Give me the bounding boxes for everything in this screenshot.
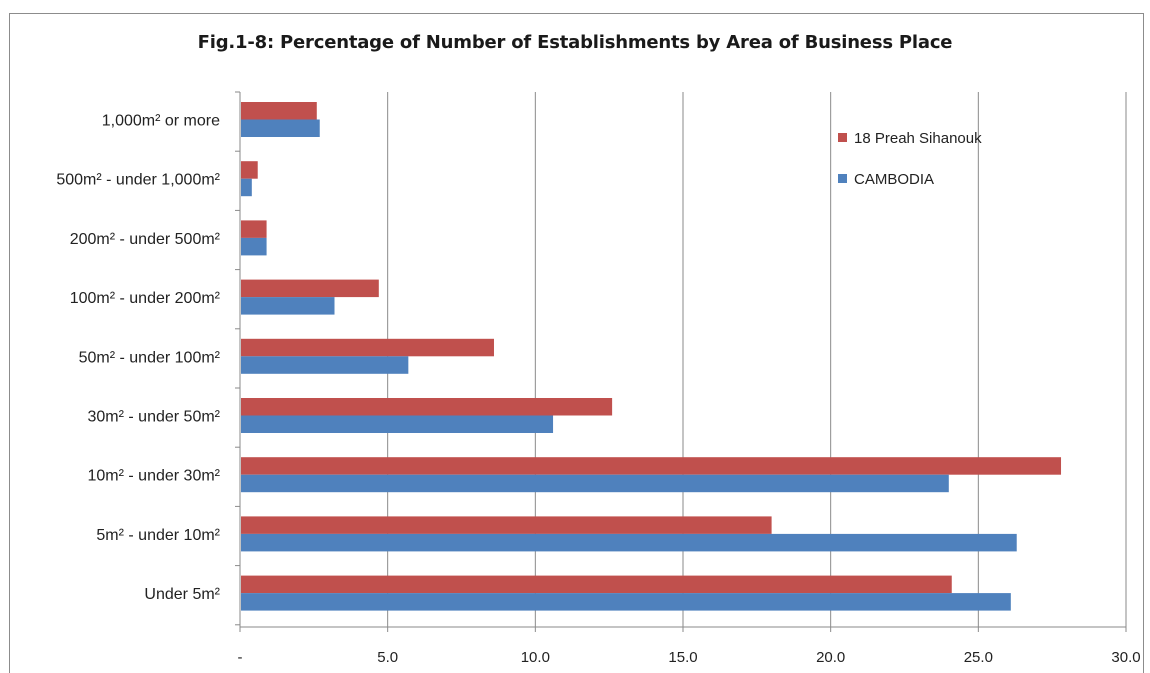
category-label: 10m² - under 30m² [88, 468, 221, 485]
bar [241, 220, 267, 238]
bar [241, 356, 409, 374]
category-labels: 1,000m² or more 500m² - under 1,000m² 200m… [56, 113, 220, 604]
bar [241, 593, 1011, 611]
x-tick-label: 25.0 [964, 649, 993, 666]
bars [241, 102, 1062, 611]
bar [241, 474, 949, 493]
legend-label: CAMBODIA [854, 171, 934, 188]
chart-title: Fig.1-8: Percentage of Number of Establi… [197, 32, 953, 53]
legend-swatch [838, 133, 847, 142]
bar [241, 178, 252, 197]
x-tick-labels: - 5.0 10.0 15.0 20.0 25.0 30.0 [238, 649, 1141, 666]
legend-label: 18 Preah Sihanouk [854, 130, 982, 147]
bar [241, 161, 258, 179]
x-tick-label: 10.0 [521, 649, 550, 666]
category-label: 200m² - under 500m² [70, 231, 221, 248]
category-label: 30m² - under 50m² [88, 409, 221, 426]
bar [241, 279, 379, 298]
bar [241, 516, 772, 534]
bar [241, 398, 613, 416]
category-label: Under 5m² [144, 586, 220, 603]
x-tick-label: 5.0 [377, 649, 398, 666]
x-tick-label: 20.0 [816, 649, 845, 666]
category-label: 500m² - under 1,000m² [56, 172, 220, 189]
category-label: 100m² - under 200m² [70, 290, 221, 307]
chart-frame [9, 13, 1144, 673]
x-tick-label: 15.0 [668, 649, 697, 666]
bar [241, 575, 952, 594]
bar [241, 415, 554, 433]
category-label: 1,000m² or more [102, 113, 220, 130]
category-label: 50m² - under 100m² [79, 349, 221, 366]
bar [241, 457, 1062, 475]
bar [241, 119, 320, 137]
legend-swatch [838, 174, 847, 183]
category-label: 5m² - under 10m² [96, 527, 220, 544]
x-tick-label: 30.0 [1111, 649, 1140, 666]
legend: 18 Preah Sihanouk CAMBODIA [838, 130, 982, 188]
x-tick-label: - [238, 649, 243, 666]
bar [241, 533, 1017, 552]
bar [241, 237, 267, 256]
bar [241, 297, 335, 315]
bar [241, 102, 317, 120]
bar [241, 338, 494, 357]
